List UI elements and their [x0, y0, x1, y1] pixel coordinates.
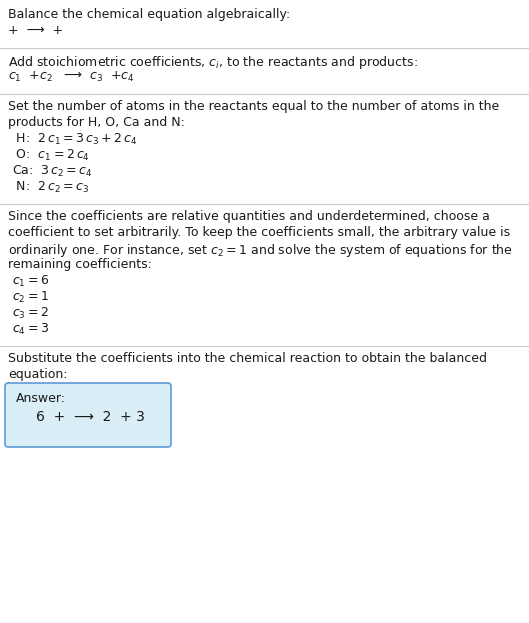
- FancyBboxPatch shape: [5, 383, 171, 447]
- Text: products for H, O, Ca and N:: products for H, O, Ca and N:: [8, 116, 185, 129]
- Text: Answer:: Answer:: [16, 392, 66, 405]
- Text: $c_1$  +$c_2$   ⟶  $c_3$  +$c_4$: $c_1$ +$c_2$ ⟶ $c_3$ +$c_4$: [8, 70, 135, 84]
- Text: H:  $2\,c_1 = 3\,c_3 + 2\,c_4$: H: $2\,c_1 = 3\,c_3 + 2\,c_4$: [12, 132, 138, 147]
- Text: N:  $2\,c_2 = c_3$: N: $2\,c_2 = c_3$: [12, 180, 89, 195]
- Text: equation:: equation:: [8, 368, 68, 381]
- Text: ordinarily one. For instance, set $c_2 = 1$ and solve the system of equations fo: ordinarily one. For instance, set $c_2 =…: [8, 242, 513, 259]
- Text: +  ⟶  +: + ⟶ +: [8, 24, 63, 37]
- Text: $c_1 = 6$: $c_1 = 6$: [12, 274, 49, 289]
- Text: Substitute the coefficients into the chemical reaction to obtain the balanced: Substitute the coefficients into the che…: [8, 352, 487, 365]
- Text: O:  $c_1 = 2\,c_4$: O: $c_1 = 2\,c_4$: [12, 148, 90, 163]
- Text: Since the coefficients are relative quantities and underdetermined, choose a: Since the coefficients are relative quan…: [8, 210, 490, 223]
- Text: $c_2 = 1$: $c_2 = 1$: [12, 290, 49, 305]
- Text: Set the number of atoms in the reactants equal to the number of atoms in the: Set the number of atoms in the reactants…: [8, 100, 499, 113]
- Text: coefficient to set arbitrarily. To keep the coefficients small, the arbitrary va: coefficient to set arbitrarily. To keep …: [8, 226, 510, 239]
- Text: $c_3 = 2$: $c_3 = 2$: [12, 306, 49, 321]
- Text: Add stoichiometric coefficients, $c_i$, to the reactants and products:: Add stoichiometric coefficients, $c_i$, …: [8, 54, 418, 71]
- Text: $c_4 = 3$: $c_4 = 3$: [12, 322, 49, 337]
- Text: Balance the chemical equation algebraically:: Balance the chemical equation algebraica…: [8, 8, 290, 21]
- Text: remaining coefficients:: remaining coefficients:: [8, 258, 152, 271]
- Text: 6  +  ⟶  2  + 3: 6 + ⟶ 2 + 3: [36, 410, 145, 424]
- Text: Ca:  $3\,c_2 = c_4$: Ca: $3\,c_2 = c_4$: [12, 164, 93, 179]
